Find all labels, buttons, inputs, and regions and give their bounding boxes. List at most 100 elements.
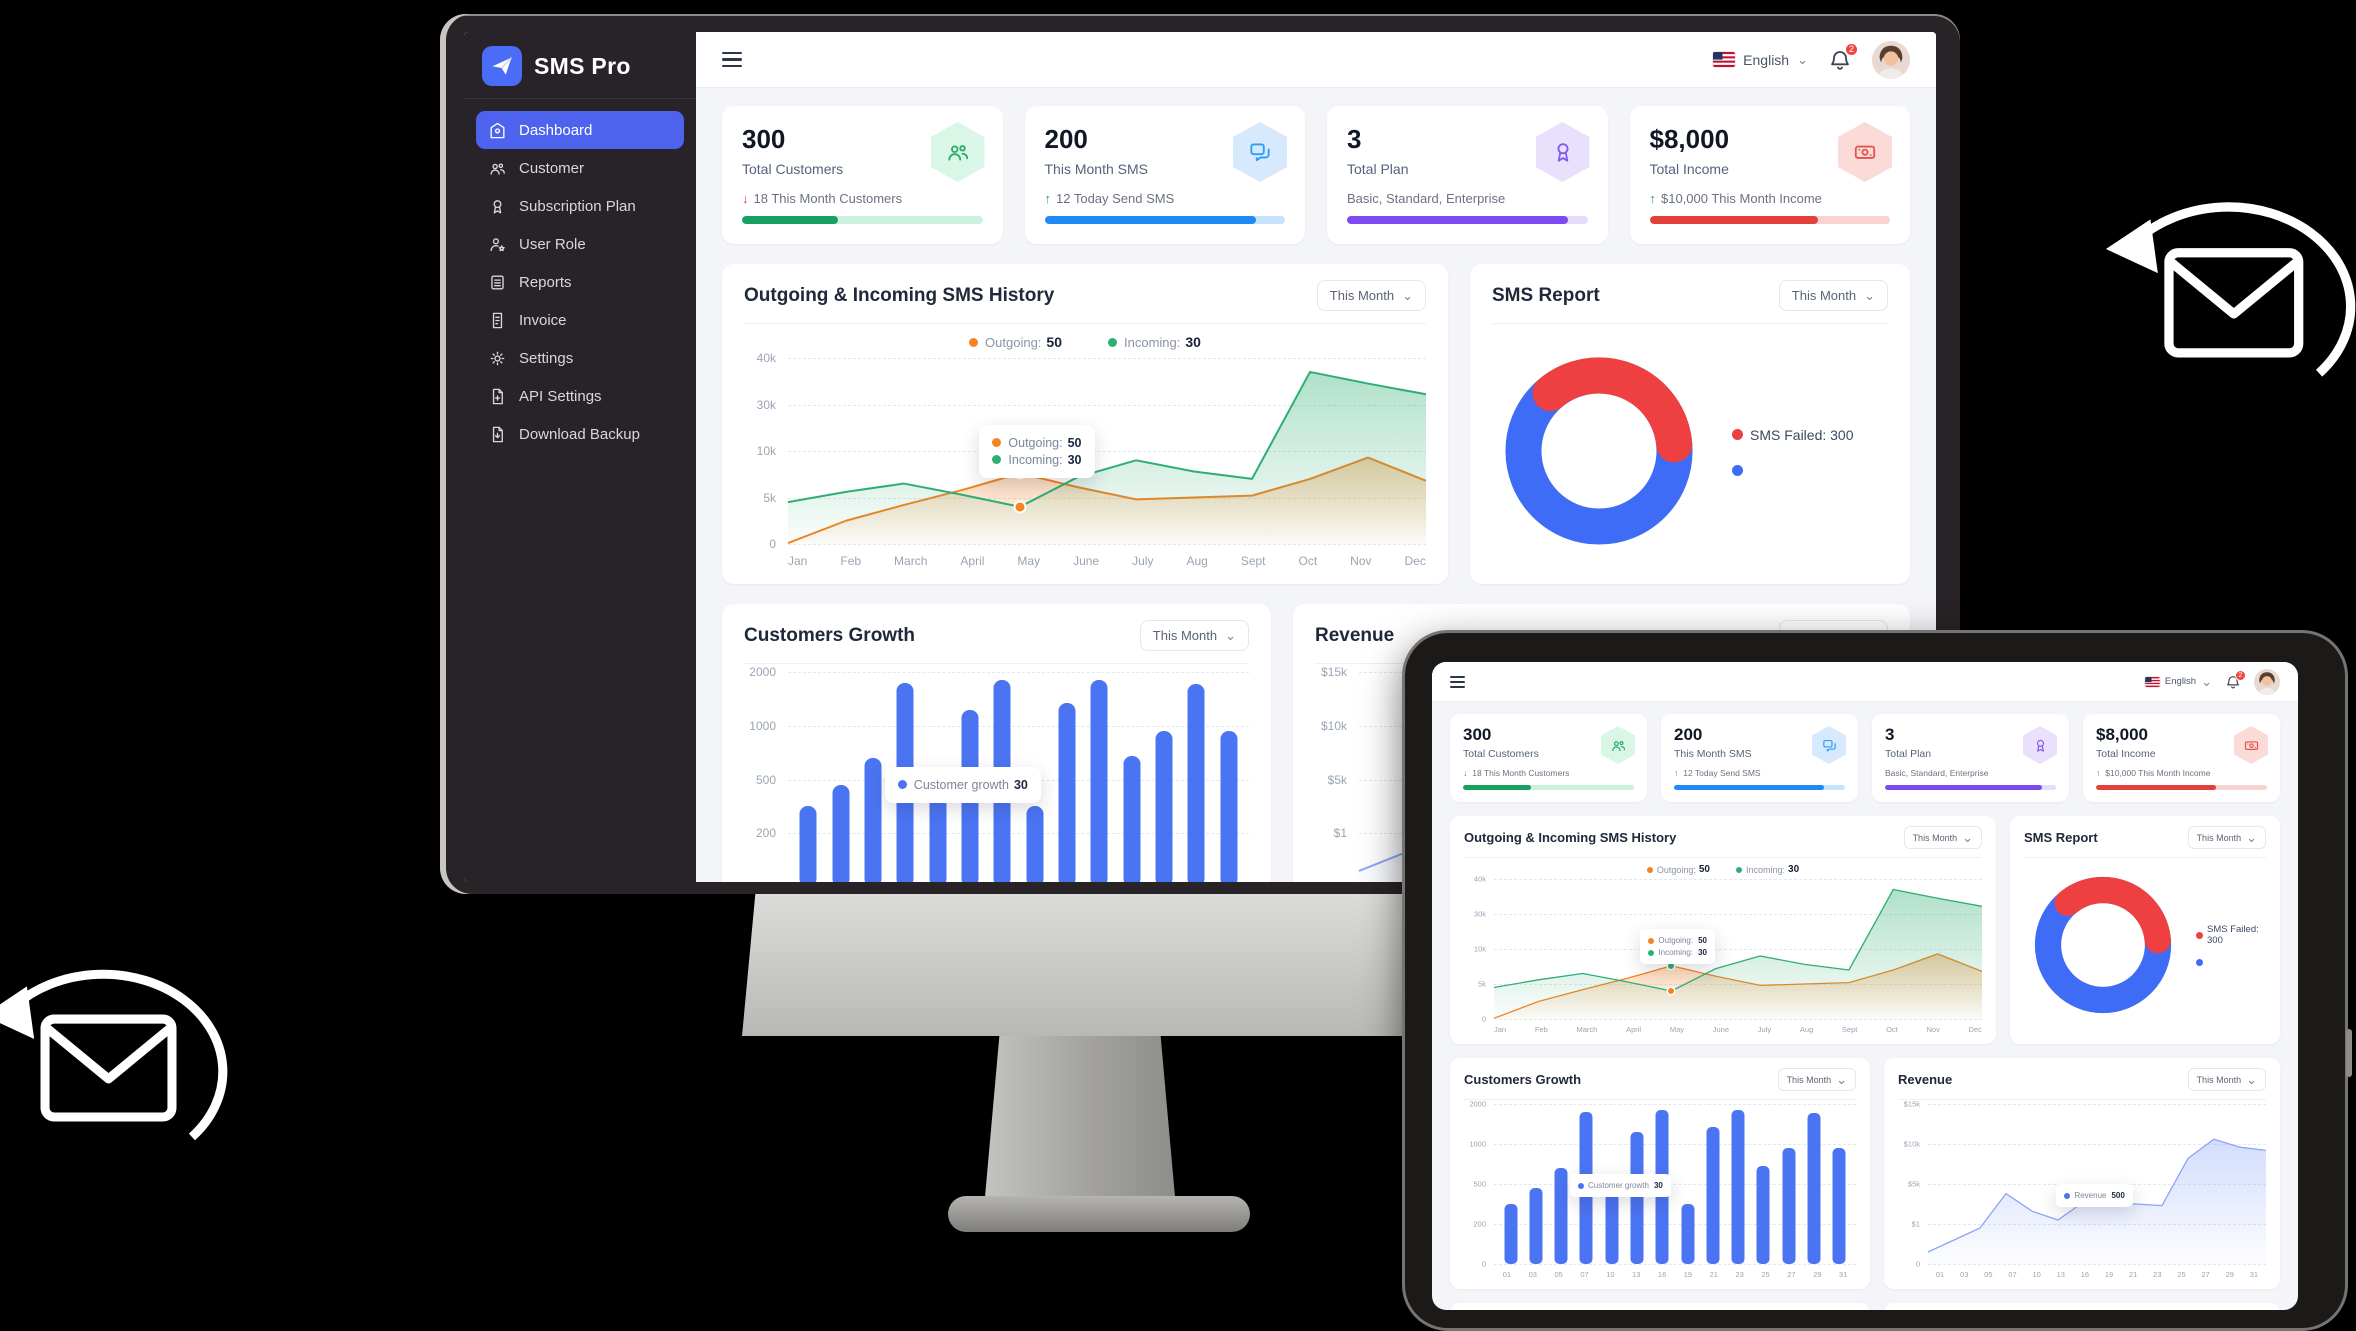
tooltip-label: Outgoing: xyxy=(1008,435,1063,450)
this-month-dropdown[interactable]: This Month ⌄ xyxy=(2187,826,2266,849)
sidebar-item-download-backup[interactable]: Download Backup xyxy=(476,415,684,453)
chevron-down-icon: ⌄ xyxy=(1225,628,1236,643)
stat-card[interactable]: 300 Total Customers ↓ 18 This Month Custome… xyxy=(1450,714,1647,802)
x-tick-label: 03 xyxy=(1528,1270,1537,1279)
avatar[interactable] xyxy=(1872,40,1910,79)
trend-arrow-icon: ↑ xyxy=(1649,191,1657,206)
y-tick-label: 0 xyxy=(769,537,776,551)
notifications-button[interactable]: 2 xyxy=(2225,669,2246,690)
this-month-dropdown[interactable]: This Month ⌄ xyxy=(1777,1068,1856,1091)
dropdown-label: This Month xyxy=(1152,628,1218,643)
stat-note-text: Basic, Standard, Enterprise xyxy=(1347,191,1506,206)
x-tick-label: 27 xyxy=(1787,1270,1796,1279)
this-month-dropdown[interactable]: This Month ⌄ xyxy=(1139,620,1249,651)
x-tick-label: 25 xyxy=(2177,1270,2186,1279)
x-tick-label: Sept xyxy=(1240,554,1266,568)
bar xyxy=(1681,1204,1695,1264)
x-tick-label: Nov xyxy=(1926,1025,1940,1034)
y-tick-label: 0 xyxy=(1481,1014,1486,1024)
card-title: SMS Report xyxy=(2024,830,2098,845)
stat-card[interactable]: 3 Total Plan Basic, Standard, Enterprise xyxy=(1872,714,2069,802)
legend-value: 50 xyxy=(1698,864,1710,875)
trend-arrow-icon: ↑ xyxy=(1674,768,1679,778)
this-month-dropdown[interactable]: This Month ⌄ xyxy=(1316,280,1426,311)
menu-toggle-icon[interactable] xyxy=(722,51,742,68)
stat-note-text: 18 This Month Customers xyxy=(1472,768,1570,778)
bar-slot xyxy=(1019,672,1051,882)
stat-value: 3 xyxy=(1347,124,1362,154)
legend-dot-outgoing xyxy=(969,337,979,347)
legend-dot-delivered xyxy=(1732,464,1743,476)
stat-card[interactable]: 300 Total Customers ↓ 18 This Month Custome… xyxy=(722,106,1003,244)
gridline xyxy=(788,358,1426,359)
x-tick-label: Feb xyxy=(1534,1025,1548,1034)
stat-note-text: $10,000 This Month Income xyxy=(1661,191,1822,206)
sidebar-item-invoice[interactable]: Invoice xyxy=(476,301,684,339)
data-point-marker xyxy=(1015,502,1025,512)
x-tick-label: March xyxy=(1576,1025,1598,1034)
avatar[interactable] xyxy=(2254,668,2280,695)
gridline xyxy=(1494,1019,1982,1020)
tooltip-dot xyxy=(992,438,1002,448)
tooltip-dot xyxy=(992,455,1002,465)
sms-history-card: Outgoing & Incoming SMS History This Mon… xyxy=(1450,816,1996,1044)
y-axis: 40k 30k 10k 5k 0 xyxy=(744,351,788,551)
partial-card: This Month ⌄ xyxy=(1884,1303,2280,1310)
home-icon xyxy=(488,121,507,140)
invoice-icon xyxy=(488,311,507,330)
trend-arrow-icon: ↓ xyxy=(742,191,749,206)
user-role-icon xyxy=(488,235,507,254)
legend-dot-incoming xyxy=(1736,866,1742,873)
stat-note: ↑ $10,000 This Month Income xyxy=(1650,191,1891,206)
sidebar-item-subscription-plan[interactable]: Subscription Plan xyxy=(476,187,684,225)
x-tick-label: May xyxy=(1669,1025,1684,1034)
dropdown-label: This Month xyxy=(1912,832,1958,843)
sidebar-item-customer[interactable]: Customer xyxy=(476,149,684,187)
sidebar-item-dashboard[interactable]: Dashboard xyxy=(476,111,684,149)
bar-slot xyxy=(1624,1104,1649,1264)
stat-card[interactable]: $8,000 Total Income ↑ $10,000 This Month In… xyxy=(2083,714,2280,802)
gridline xyxy=(788,451,1426,452)
stat-value: 300 xyxy=(742,124,786,154)
this-month-dropdown[interactable]: This Month ⌄ xyxy=(2187,1068,2266,1091)
legend-dot-outgoing xyxy=(1646,866,1653,873)
card-title: Outgoing & Incoming SMS History xyxy=(744,284,1055,306)
language-selector[interactable]: English ⌄ xyxy=(1713,52,1808,68)
tooltip-value: 50 xyxy=(1698,936,1707,946)
language-selector[interactable]: English ⌄ xyxy=(2145,675,2212,688)
y-tick-label: 2000 xyxy=(1469,1099,1486,1109)
api-file-icon xyxy=(488,387,507,406)
gridline xyxy=(1494,1104,1856,1105)
this-month-dropdown[interactable]: This Month ⌄ xyxy=(1903,826,1982,849)
bar xyxy=(799,806,817,882)
progress-track xyxy=(1347,216,1588,224)
gridline xyxy=(1494,1184,1856,1185)
stat-note-text: 12 Today Send SMS xyxy=(1056,191,1175,206)
stats-row: 300 Total Customers ↓ 18 This Month Custome… xyxy=(1450,714,2280,802)
sidebar-item-settings[interactable]: Settings xyxy=(476,339,684,377)
x-tick-label: July xyxy=(1757,1025,1772,1034)
stat-card[interactable]: 3 Total Plan Basic, Standard, Enterprise xyxy=(1327,106,1608,244)
sms-report-card: SMS Report This Month ⌄ SMS Failed: 300 xyxy=(1470,264,1910,584)
this-month-dropdown[interactable]: This Month ⌄ xyxy=(1778,280,1888,311)
y-tick-label: $5k xyxy=(1907,1179,1920,1189)
bar-slot xyxy=(1180,672,1212,882)
x-tick-label: 19 xyxy=(1683,1270,1693,1279)
sidebar-item-reports[interactable]: Reports xyxy=(476,263,684,301)
x-tick-label: April xyxy=(960,554,985,568)
x-tick-label: 13 xyxy=(2056,1270,2065,1279)
x-tick-label: May xyxy=(1017,554,1041,568)
sidebar-item-label: User Role xyxy=(519,235,586,253)
sidebar-item-api-settings[interactable]: API Settings xyxy=(476,377,684,415)
sidebar-item-user-role[interactable]: User Role xyxy=(476,225,684,263)
notifications-button[interactable]: 2 xyxy=(1828,41,1859,72)
chart-tooltip: Customer growth 30 xyxy=(884,766,1041,803)
dropdown-label: This Month xyxy=(1791,288,1857,303)
menu-toggle-icon[interactable] xyxy=(1450,675,1465,688)
stat-card[interactable]: 200 This Month SMS ↑ 12 Today Send SMS xyxy=(1024,106,1305,244)
stat-card[interactable]: $8,000 Total Income ↑ $10,000 This Month In… xyxy=(1629,106,1910,244)
stat-card[interactable]: 200 This Month SMS ↑ 12 Today Send SMS xyxy=(1661,714,1858,802)
y-tick-label: $1 xyxy=(1333,826,1347,841)
